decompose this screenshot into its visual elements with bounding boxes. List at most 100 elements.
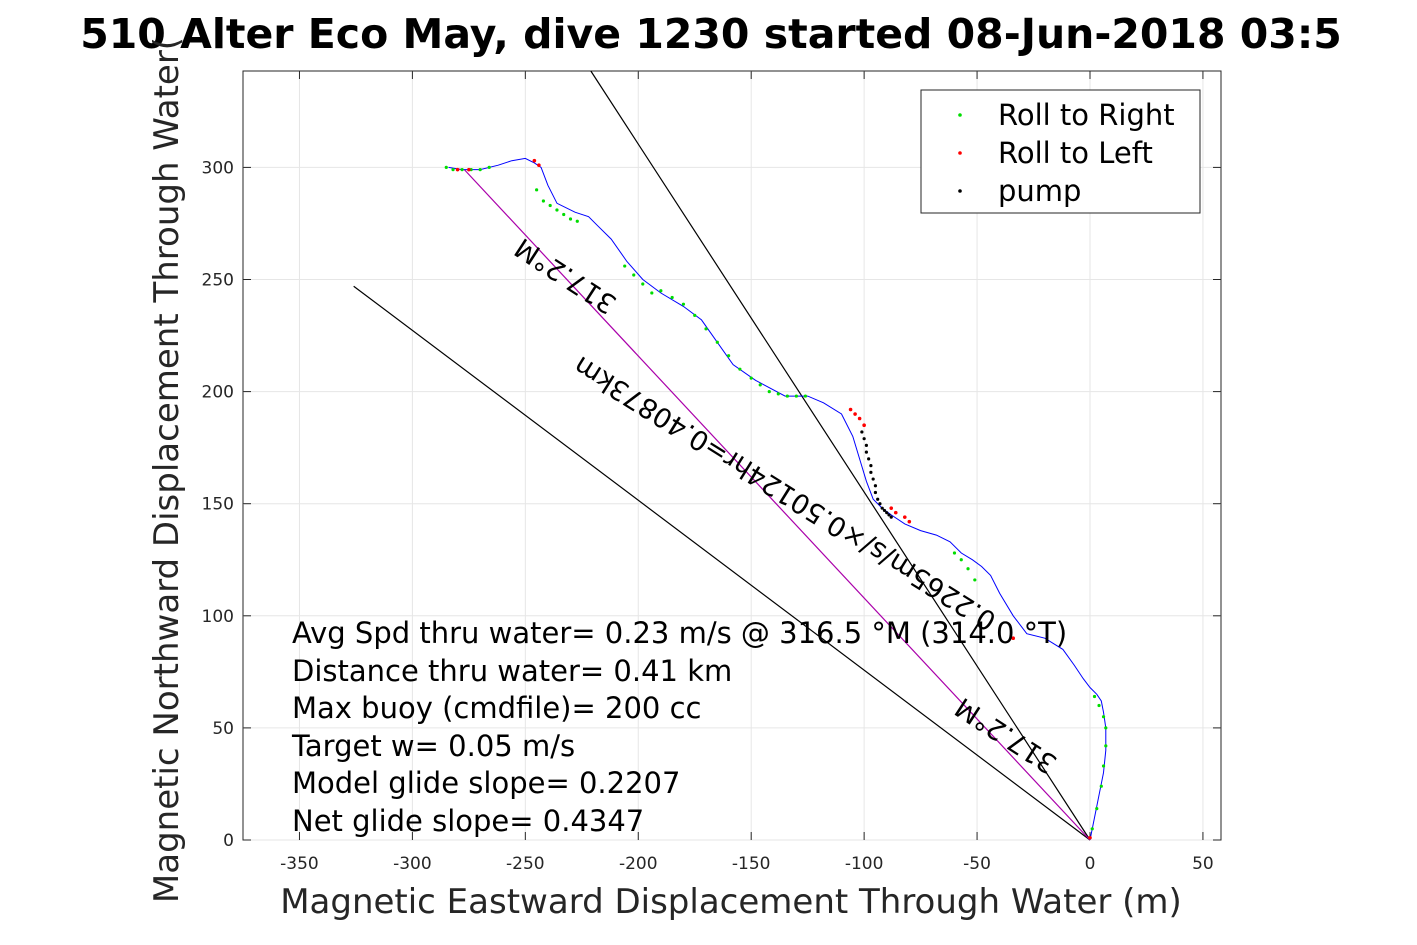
roll-right-point bbox=[1101, 764, 1106, 768]
roll-right-point bbox=[1097, 703, 1101, 708]
roll-left-point bbox=[537, 163, 541, 167]
roll-right-point bbox=[478, 168, 482, 172]
pump-point bbox=[878, 502, 882, 506]
roll-right-point bbox=[623, 264, 627, 268]
roll-right-point bbox=[548, 203, 552, 208]
roll-right-point bbox=[555, 208, 559, 212]
reference-line bbox=[463, 169, 1091, 841]
roll-right-point bbox=[794, 394, 798, 398]
pump-point bbox=[871, 477, 875, 481]
roll-left-point bbox=[532, 158, 537, 163]
stat-avg-speed: Avg Spd thru water= 0.23 m/s @ 316.5 °M … bbox=[292, 616, 1067, 650]
roll-right-point bbox=[1090, 827, 1094, 831]
roll-right-point bbox=[785, 394, 789, 398]
roll-right-point bbox=[1104, 726, 1108, 730]
roll-right-point bbox=[693, 313, 697, 317]
roll-right-point bbox=[562, 212, 566, 217]
roll-right-point bbox=[738, 367, 742, 371]
track-line bbox=[448, 157, 1107, 841]
dive-stats: Avg Spd thru water= 0.23 m/s @ 316.5 °M … bbox=[291, 616, 1067, 838]
roll-right-point bbox=[966, 567, 970, 571]
y-tick-label: 150 bbox=[202, 495, 234, 515]
pump-point bbox=[869, 470, 873, 474]
reference-line bbox=[353, 285, 1091, 841]
roll-right-point bbox=[758, 383, 762, 387]
reference-lines bbox=[353, 70, 1091, 841]
x-tick-label: -150 bbox=[732, 854, 771, 874]
roll-right-point bbox=[704, 327, 708, 331]
roll-right-point bbox=[460, 168, 464, 172]
roll-right-point bbox=[681, 302, 686, 306]
x-tick-label: -250 bbox=[506, 854, 545, 874]
roll-right-point bbox=[659, 289, 663, 293]
x-tick-label: 0 bbox=[1085, 854, 1096, 874]
reference-line bbox=[590, 70, 1091, 841]
roll-right-point bbox=[973, 578, 977, 582]
legend-label-roll-left: Roll to Left bbox=[998, 136, 1153, 170]
roll-right-point bbox=[803, 394, 808, 398]
y-tick-label: 300 bbox=[202, 158, 234, 178]
y-tick-label: 200 bbox=[202, 383, 234, 403]
roll-right-point bbox=[727, 354, 731, 358]
legend: Roll to Right Roll to Left pump bbox=[920, 89, 1201, 214]
pump-point bbox=[880, 506, 884, 510]
roll-right-point bbox=[632, 273, 636, 277]
y-tick-label: 250 bbox=[202, 271, 234, 291]
pump-point bbox=[864, 450, 868, 454]
roll-right-point bbox=[767, 390, 771, 394]
x-tick-label: -200 bbox=[619, 854, 658, 874]
pump-point bbox=[885, 511, 889, 515]
roll-right-point bbox=[541, 199, 546, 203]
roll-right-point bbox=[568, 217, 573, 221]
pump-point bbox=[869, 463, 873, 468]
roll-left-point bbox=[467, 167, 471, 172]
x-axis-label: Magnetic Eastward Displacement Through W… bbox=[280, 882, 1182, 922]
roll-right-point bbox=[641, 282, 645, 286]
roll-right-point bbox=[670, 295, 674, 300]
legend-marker-roll-left bbox=[958, 151, 962, 155]
roll-markers bbox=[444, 158, 1108, 840]
roll-right-point bbox=[1095, 807, 1099, 811]
roll-left-point bbox=[862, 423, 866, 428]
stat-max-buoy: Max buoy (cmdfile)= 200 cc bbox=[292, 691, 701, 725]
x-tick-label: -50 bbox=[963, 854, 991, 874]
pump-point bbox=[882, 508, 887, 513]
roll-right-point bbox=[715, 340, 719, 344]
y-axis-label: Magnetic Northward Displacement Through … bbox=[147, 37, 187, 903]
x-tick-label: -350 bbox=[280, 854, 319, 874]
roll-right-point bbox=[959, 558, 963, 562]
roll-right-point bbox=[650, 291, 654, 295]
pump-point bbox=[873, 484, 878, 488]
pump-point bbox=[873, 490, 878, 495]
glider-track bbox=[448, 157, 1107, 841]
x-tick-label: 50 bbox=[1192, 854, 1214, 874]
pump-point bbox=[864, 443, 868, 448]
legend-marker-pump bbox=[958, 189, 962, 193]
roll-left-point bbox=[853, 412, 857, 416]
roll-right-point bbox=[952, 551, 957, 555]
legend-label-pump: pump bbox=[998, 174, 1081, 208]
stat-distance: Distance thru water= 0.41 km bbox=[292, 654, 732, 688]
roll-left-point bbox=[857, 416, 862, 421]
axis-ticks: -350 -300 -250 -200 -150 -100 -50 0 50 0 50 100 150 2… bbox=[202, 71, 1221, 874]
roll-left-point bbox=[907, 519, 912, 524]
y-tick-label: 100 bbox=[202, 607, 234, 627]
pump-point bbox=[862, 437, 866, 441]
roll-left-point bbox=[889, 506, 894, 510]
roll-left-point bbox=[902, 515, 907, 519]
x-tick-label: -300 bbox=[393, 854, 432, 874]
stat-net-glide: Net glide slope= 0.4347 bbox=[292, 804, 644, 838]
grid bbox=[243, 71, 1221, 841]
x-tick-label: -100 bbox=[845, 854, 884, 874]
legend-label-roll-right: Roll to Right bbox=[998, 98, 1175, 132]
roll-right-point bbox=[535, 188, 539, 192]
roll-right-point bbox=[444, 165, 448, 170]
roll-left-point bbox=[848, 407, 853, 412]
y-tick-label: 0 bbox=[223, 831, 234, 851]
pump-point bbox=[867, 457, 871, 461]
roll-left-point bbox=[893, 510, 898, 515]
roll-left-point bbox=[455, 167, 460, 172]
roll-right-point bbox=[1101, 715, 1106, 719]
pump-point bbox=[889, 515, 893, 519]
roll-left-point bbox=[1011, 636, 1016, 641]
